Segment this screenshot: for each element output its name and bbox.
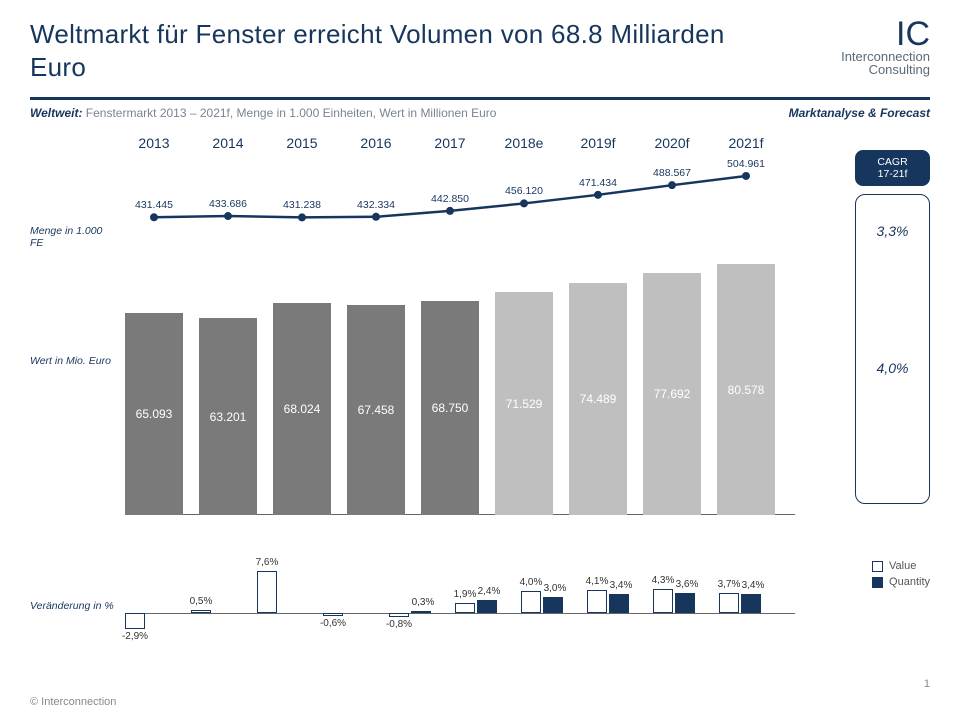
year-label: 2019f xyxy=(569,135,627,151)
cagr-header: CAGR 17-21f xyxy=(855,150,930,186)
line-value-label: 432.334 xyxy=(347,199,405,211)
year-label: 2015 xyxy=(273,135,331,151)
delta-qty-bar xyxy=(543,597,563,614)
delta-qty-text: 3,6% xyxy=(667,579,707,590)
line-value-label: 433.686 xyxy=(199,198,257,210)
subhead-text: Fenstermarkt 2013 – 2021f, Menge in 1.00… xyxy=(86,106,497,120)
delta-value-bar xyxy=(455,603,475,613)
delta-qty-bar xyxy=(675,593,695,613)
delta-value-text: 0,5% xyxy=(181,596,221,607)
year-label: 2016 xyxy=(347,135,405,151)
line-value-label: 488.567 xyxy=(643,167,701,179)
chart-plot: 2013 65.093 431.445 2014 63.201 433.686 2015 68… xyxy=(125,135,795,515)
line-value-label: 431.238 xyxy=(273,199,331,211)
legend-swatch-value xyxy=(872,561,883,572)
bar: 74.489 xyxy=(569,283,627,515)
logo-mark: IC xyxy=(841,18,930,50)
bar: 67.458 xyxy=(347,305,405,515)
delta-value-bar xyxy=(125,613,145,629)
legend: Value Quantity xyxy=(872,560,930,592)
line-value-label: 471.434 xyxy=(569,177,627,189)
year-label: 2014 xyxy=(199,135,257,151)
year-label: 2020f xyxy=(643,135,701,151)
delta-value-text: -0,8% xyxy=(379,619,419,630)
delta-qty-text: 3,0% xyxy=(535,583,575,594)
delta-value-bar xyxy=(389,613,409,617)
delta-value-text: 7,6% xyxy=(247,557,287,568)
cagr-panel: CAGR 17-21f 3,3% 4,0% xyxy=(855,150,930,504)
legend-quantity-label: Quantity xyxy=(889,576,930,588)
delta-qty-text: 3,4% xyxy=(733,580,773,591)
ylabel-menge: Menge in 1.000 FE xyxy=(30,225,115,249)
delta-value-bar xyxy=(587,590,607,613)
delta-value-bar xyxy=(719,593,739,613)
delta-qty-text: 2,4% xyxy=(469,586,509,597)
delta-qty-text: 0,3% xyxy=(403,597,443,608)
delta-chart: Veränderung in % -2,9% 0,5% 7,6% -0,6% -0,8%… xyxy=(30,555,930,665)
logo: IC Interconnection Consulting xyxy=(841,18,930,76)
delta-value-bar xyxy=(653,589,673,613)
delta-value-text: -0,6% xyxy=(313,618,353,629)
legend-value: Value xyxy=(872,560,930,572)
line-value-label: 504.961 xyxy=(717,158,775,170)
year-label: 2017 xyxy=(421,135,479,151)
delta-qty-bar xyxy=(609,594,629,613)
footer-copyright: © Interconnection xyxy=(30,696,116,708)
subhead-left: Weltweit: Fenstermarkt 2013 – 2021f, Men… xyxy=(30,106,496,120)
legend-swatch-quantity xyxy=(872,577,883,588)
legend-value-label: Value xyxy=(889,560,916,572)
delta-qty-bar xyxy=(477,600,497,613)
cagr-value-1: 3,3% xyxy=(856,223,929,239)
delta-value-bar xyxy=(521,591,541,613)
cagr-value-2: 4,0% xyxy=(856,360,929,376)
main-chart: Menge in 1.000 FE Wert in Mio. Euro 2013… xyxy=(30,135,930,535)
year-label: 2013 xyxy=(125,135,183,151)
line-value-label: 456.120 xyxy=(495,185,553,197)
bar: 65.093 xyxy=(125,313,183,516)
bar: 80.578 xyxy=(717,264,775,515)
delta-qty-bar xyxy=(741,594,761,613)
delta-plot: -2,9%0,5%7,6%-0,6%-0,8%0,3%1,9%2,4%4,0%3… xyxy=(125,555,795,655)
delta-value-bar xyxy=(323,613,343,616)
page-title: Weltmarkt für Fenster erreicht Volumen v… xyxy=(30,18,750,83)
line-value-label: 431.445 xyxy=(125,199,183,211)
page-number: 1 xyxy=(924,678,930,690)
cagr-body: 3,3% 4,0% xyxy=(855,194,930,504)
year-label: 2021f xyxy=(717,135,775,151)
subhead-prefix: Weltweit: xyxy=(30,106,82,120)
delta-value-bar xyxy=(191,610,211,613)
bar: 63.201 xyxy=(199,318,257,515)
year-label: 2018e xyxy=(495,135,553,151)
cagr-period: 17-21f xyxy=(857,168,928,180)
delta-value-bar xyxy=(257,571,277,613)
bar: 68.024 xyxy=(273,303,331,515)
line-value-label: 442.850 xyxy=(421,193,479,205)
delta-qty-bar xyxy=(411,611,431,613)
delta-value-text: -2,9% xyxy=(115,631,155,642)
bar: 68.750 xyxy=(421,301,479,515)
subhead-right: Marktanalyse & Forecast xyxy=(789,106,930,120)
ylabel-wert: Wert in Mio. Euro xyxy=(30,355,111,367)
logo-text-2: Consulting xyxy=(841,63,930,76)
bar: 77.692 xyxy=(643,273,701,515)
delta-qty-text: 3,4% xyxy=(601,580,641,591)
delta-label: Veränderung in % xyxy=(30,600,114,612)
legend-quantity: Quantity xyxy=(872,576,930,588)
bar: 71.529 xyxy=(495,292,553,515)
cagr-title: CAGR xyxy=(857,156,928,168)
delta-axis xyxy=(125,613,795,614)
